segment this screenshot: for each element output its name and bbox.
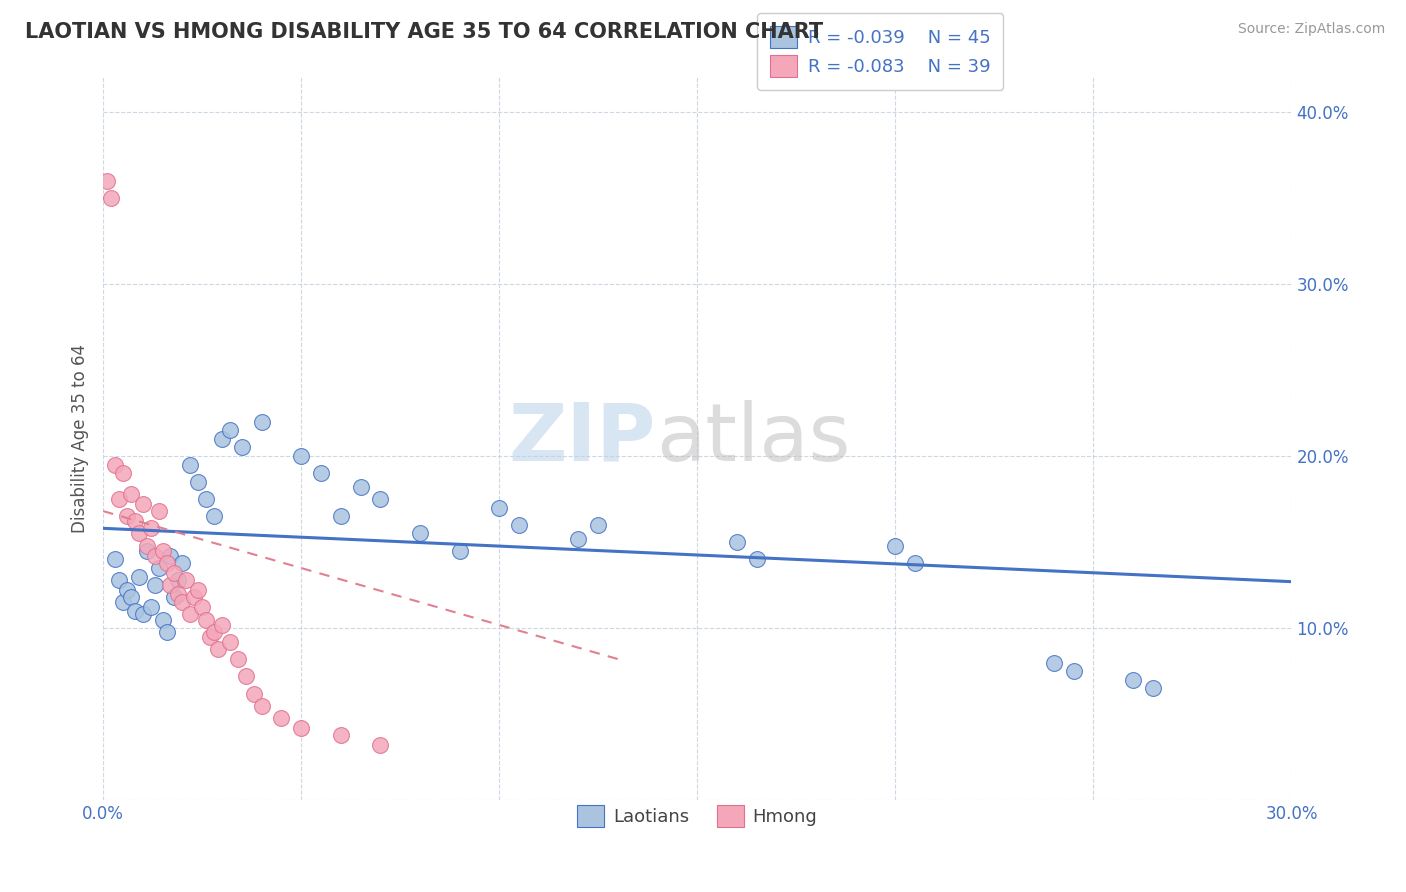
Point — [242, 686, 264, 700]
Point — [250, 415, 273, 429]
Point — [309, 467, 332, 481]
Point — [219, 423, 242, 437]
Point — [104, 552, 127, 566]
Point — [270, 711, 292, 725]
Point — [124, 604, 146, 618]
Point — [884, 539, 907, 553]
Point — [167, 573, 190, 587]
Point — [132, 497, 155, 511]
Point — [132, 607, 155, 622]
Point — [148, 561, 170, 575]
Point — [163, 566, 186, 580]
Point — [191, 600, 214, 615]
Text: ZIP: ZIP — [509, 400, 655, 478]
Point — [370, 491, 392, 506]
Point — [745, 552, 768, 566]
Point — [179, 458, 201, 472]
Point — [111, 595, 134, 609]
Point — [370, 738, 392, 752]
Point — [135, 539, 157, 553]
Point — [143, 578, 166, 592]
Y-axis label: Disability Age 35 to 64: Disability Age 35 to 64 — [72, 344, 89, 533]
Point — [96, 174, 118, 188]
Point — [198, 630, 221, 644]
Point — [508, 517, 530, 532]
Text: LAOTIAN VS HMONG DISABILITY AGE 35 TO 64 CORRELATION CHART: LAOTIAN VS HMONG DISABILITY AGE 35 TO 64… — [25, 22, 824, 42]
Point — [176, 573, 198, 587]
Point — [108, 573, 131, 587]
Point — [143, 549, 166, 563]
Point — [139, 600, 162, 615]
Point — [349, 480, 371, 494]
Point — [290, 449, 312, 463]
Point — [1142, 681, 1164, 696]
Point — [172, 595, 194, 609]
Point — [179, 607, 201, 622]
Point — [100, 191, 122, 205]
Point — [567, 532, 589, 546]
Point — [167, 587, 190, 601]
Legend: Laotians, Hmong: Laotians, Hmong — [569, 798, 824, 835]
Point — [1042, 656, 1064, 670]
Point — [187, 583, 209, 598]
Point — [115, 583, 138, 598]
Point — [250, 698, 273, 713]
Point — [409, 526, 432, 541]
Point — [207, 641, 229, 656]
Point — [195, 491, 218, 506]
Point — [588, 517, 610, 532]
Point — [135, 543, 157, 558]
Point — [235, 669, 257, 683]
Point — [124, 515, 146, 529]
Point — [120, 590, 142, 604]
Point — [195, 613, 218, 627]
Point — [219, 635, 242, 649]
Point — [172, 556, 194, 570]
Point — [226, 652, 249, 666]
Point — [128, 569, 150, 583]
Text: atlas: atlas — [655, 400, 851, 478]
Point — [211, 617, 233, 632]
Point — [152, 543, 174, 558]
Point — [449, 543, 471, 558]
Point — [139, 521, 162, 535]
Point — [115, 509, 138, 524]
Point — [488, 500, 510, 515]
Point — [159, 578, 181, 592]
Point — [104, 458, 127, 472]
Point — [231, 441, 253, 455]
Point — [202, 509, 225, 524]
Point — [1122, 673, 1144, 687]
Point — [211, 432, 233, 446]
Point — [155, 556, 177, 570]
Point — [163, 590, 186, 604]
Point — [329, 728, 352, 742]
Point — [152, 613, 174, 627]
Point — [904, 556, 927, 570]
Point — [120, 487, 142, 501]
Text: Source: ZipAtlas.com: Source: ZipAtlas.com — [1237, 22, 1385, 37]
Point — [725, 535, 748, 549]
Point — [202, 624, 225, 639]
Point — [183, 590, 205, 604]
Point — [159, 549, 181, 563]
Point — [329, 509, 352, 524]
Point — [1063, 664, 1085, 678]
Point — [290, 721, 312, 735]
Point — [187, 475, 209, 489]
Point — [155, 624, 177, 639]
Point — [111, 467, 134, 481]
Point — [148, 504, 170, 518]
Point — [108, 491, 131, 506]
Point — [128, 526, 150, 541]
